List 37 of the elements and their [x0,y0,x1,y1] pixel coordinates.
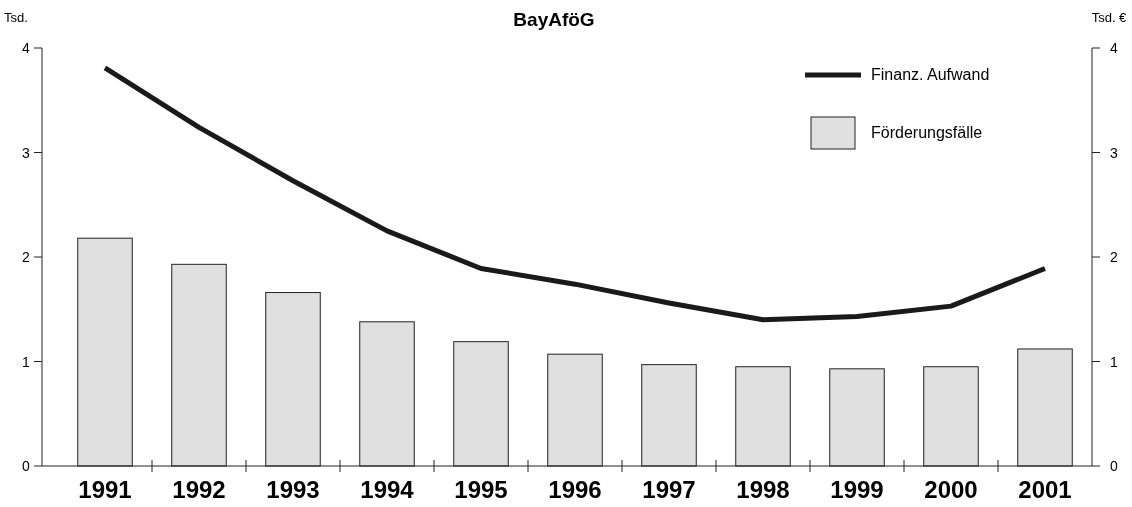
bar [265,292,321,467]
y2-tick-label: 1 [1110,353,1119,370]
bar [359,321,415,467]
y2-tick-label: 2 [1110,249,1119,265]
bar [171,263,227,467]
x-tick-label: 1998 [736,476,790,503]
x-tick-label: 1999 [830,476,884,503]
x-tick-label: 1994 [360,476,415,503]
y2-axis-title: Tsd. € [1091,10,1128,25]
x-tick-label: 1995 [454,476,508,503]
x-tick-label: 1992 [172,476,226,503]
bar [77,237,133,467]
y-tick-label: 4 [22,40,31,56]
bar [923,366,979,467]
y-tick-label: 3 [22,144,31,161]
chart-title: BayAföG [513,9,595,30]
x-tick-label: 2001 [1018,476,1072,503]
bar [829,368,885,467]
y-tick-label: 2 [22,249,31,265]
y2-tick-label: 4 [1110,40,1119,56]
x-tick-label: 1997 [642,476,696,503]
y-tick-label: 1 [22,353,31,370]
x-tick-label: 2000 [924,476,978,503]
legend-label: Finanz. Aufwand [871,66,990,83]
bar [453,341,509,467]
y-axis-title: Tsd. [4,10,28,25]
legend-label: Förderungsfälle [871,124,983,141]
y2-tick-label: 0 [1110,458,1119,474]
bar [547,353,603,467]
x-tick-label: 1993 [266,476,320,503]
bar [641,364,697,467]
bar [735,366,791,467]
bar [1017,348,1073,467]
y2-tick-label: 3 [1110,144,1119,161]
y-tick-label: 0 [22,458,31,474]
x-tick-label: 1991 [78,476,132,503]
x-tick-label: 1996 [548,476,602,503]
